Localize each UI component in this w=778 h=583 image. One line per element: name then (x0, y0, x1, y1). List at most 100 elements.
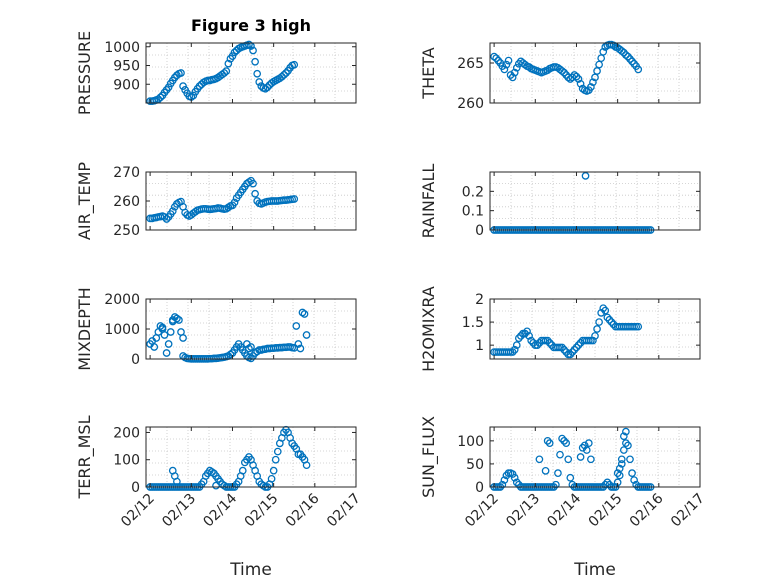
data-point (525, 332, 533, 340)
data-point (587, 455, 595, 464)
panel-air_temp: 250 260 270 AIR_TEMP (75, 162, 357, 240)
data-point (595, 318, 603, 326)
data-point (615, 464, 624, 473)
data-point (220, 69, 229, 77)
axes-frame (489, 171, 701, 231)
data-point (282, 69, 290, 77)
data-point (500, 476, 509, 484)
data-point (568, 348, 577, 356)
y-tick-label: 1000 (104, 322, 140, 338)
data-point (278, 72, 286, 81)
data-point (189, 91, 198, 100)
series-theta (490, 40, 643, 95)
data-point (554, 469, 562, 477)
data-point (269, 466, 278, 475)
data-point (263, 83, 272, 92)
x-axis-label: Time (229, 560, 272, 580)
data-point (222, 67, 231, 75)
y-tick-label: 270 (113, 165, 140, 181)
data-point (634, 65, 643, 74)
data-point (179, 82, 187, 90)
data-point (510, 473, 519, 482)
data-point (173, 71, 181, 80)
data-point (160, 213, 169, 221)
data-point (597, 308, 606, 317)
x-axis-label: Time (573, 560, 616, 580)
data-point (572, 343, 581, 352)
data-point (574, 75, 583, 83)
data-point (158, 325, 167, 333)
data-point (247, 343, 255, 351)
data-point (574, 341, 583, 349)
data-point (619, 446, 628, 454)
data-point (556, 450, 564, 459)
data-point (251, 189, 259, 198)
data-point (564, 455, 573, 464)
data-point (605, 315, 614, 324)
data-point (521, 329, 529, 338)
data-point (294, 340, 303, 348)
series-pressure (146, 40, 299, 105)
data-point (230, 198, 239, 207)
figure-title: Figure 3 high (191, 16, 311, 35)
axes-frame (489, 298, 701, 360)
data-point (578, 443, 587, 452)
data-point (517, 332, 525, 340)
data-point (514, 334, 523, 343)
grid (146, 299, 356, 359)
data-point (628, 469, 636, 477)
data-point (249, 46, 257, 55)
y-tick-label: 260 (113, 194, 140, 210)
data-point (545, 338, 554, 347)
data-point (576, 453, 585, 461)
data-point (630, 476, 638, 484)
data-point (249, 179, 257, 188)
data-point (290, 195, 299, 203)
data-point (498, 480, 507, 489)
data-point (570, 71, 579, 79)
data-point (613, 469, 622, 477)
data-point (490, 52, 498, 61)
data-point (302, 461, 311, 470)
data-point (156, 93, 165, 102)
data-point (603, 313, 612, 322)
data-point (253, 69, 262, 78)
data-point (587, 83, 595, 91)
y-tick-label: 2000 (104, 292, 140, 308)
data-point (634, 322, 643, 331)
grid (490, 172, 700, 230)
data-point (543, 336, 552, 345)
data-point (504, 56, 513, 65)
data-point (523, 327, 531, 336)
data-point (622, 51, 630, 59)
data-point (617, 455, 626, 464)
y-tick-label: 2 (475, 292, 484, 308)
data-point (581, 172, 590, 180)
data-point (292, 322, 301, 330)
data-point (170, 73, 179, 82)
data-point (164, 83, 173, 92)
data-point (150, 343, 159, 351)
y-tick-label: 100 (113, 453, 140, 469)
y-axis-label: TERR_MSL (75, 415, 95, 499)
y-tick-label: 0 (131, 480, 140, 496)
y-tick-label: 1000 (104, 40, 140, 56)
data-point (601, 306, 610, 315)
data-point (154, 95, 163, 104)
y-tick-label: 50 (466, 457, 484, 473)
axes-frame (489, 42, 701, 104)
y-tick-label: 100 (457, 434, 484, 450)
data-point (508, 73, 517, 82)
data-point (603, 478, 612, 487)
y-tick-label: 250 (113, 223, 140, 239)
y-tick-label: 0 (475, 223, 484, 239)
data-point (622, 427, 630, 436)
data-point (502, 60, 511, 69)
data-point (535, 455, 544, 464)
data-point (195, 82, 204, 90)
data-point (545, 439, 554, 447)
panel-h2omixra: 1 1.5 2 H2OMIXRA (419, 286, 701, 372)
data-point (273, 447, 282, 456)
y-tick-label: 900 (113, 77, 140, 93)
